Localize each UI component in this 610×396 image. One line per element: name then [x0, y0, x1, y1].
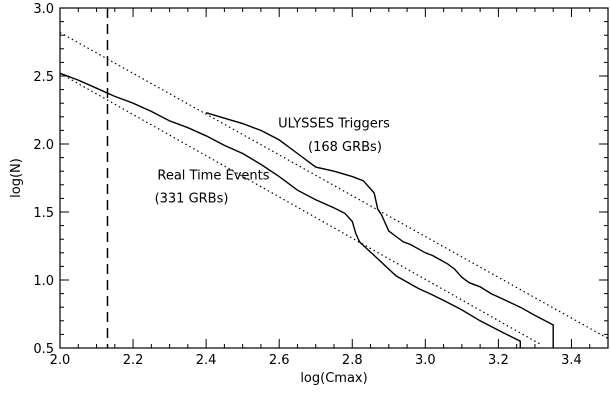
y-tick-label: 2.5 — [33, 70, 54, 85]
x-tick-label: 3.0 — [415, 353, 436, 368]
y-tick-label: 1.5 — [33, 206, 54, 221]
x-axis-title: log(Cmax) — [300, 371, 367, 386]
x-axis: 2.0 2.2 2.4 2.6 2.8 3.0 3.2 3.4 — [50, 8, 609, 368]
annotations: ULYSSES Triggers (168 GRBs) Real Time Even… — [155, 117, 390, 207]
y-tick-label: 3.0 — [33, 2, 54, 17]
ulysses-line1: ULYSSES Triggers — [278, 117, 390, 132]
y-axis-title: log(N) — [9, 158, 24, 198]
data-series — [59, 72, 554, 348]
x-tick-label: 2.6 — [269, 353, 290, 368]
x-tick-label: 2.2 — [123, 353, 144, 368]
rte-line1: Real Time Events — [157, 168, 269, 183]
x-tick-label: 3.2 — [488, 353, 509, 368]
series-line-1 — [59, 72, 521, 348]
fit-lines — [59, 31, 609, 346]
x-tick-label: 2.4 — [196, 353, 217, 368]
x-tick-label: 3.4 — [561, 353, 582, 368]
y-axis: 0.5 1.0 1.5 2.0 2.5 3.0 — [33, 2, 608, 357]
y-tick-label: 1.0 — [33, 274, 54, 289]
fit-line-2 — [59, 31, 609, 340]
y-tick-label: 0.5 — [33, 342, 54, 357]
series-line-0 — [205, 112, 554, 348]
x-tick-label: 2.0 — [50, 353, 71, 368]
y-tick-label: 2.0 — [33, 138, 54, 153]
plot-frame — [59, 7, 609, 349]
x-tick-label: 2.8 — [342, 353, 363, 368]
ulysses-line2: (168 GRBs) — [308, 140, 382, 155]
fit-line-3 — [59, 72, 543, 346]
rte-line2: (331 GRBs) — [155, 191, 229, 206]
